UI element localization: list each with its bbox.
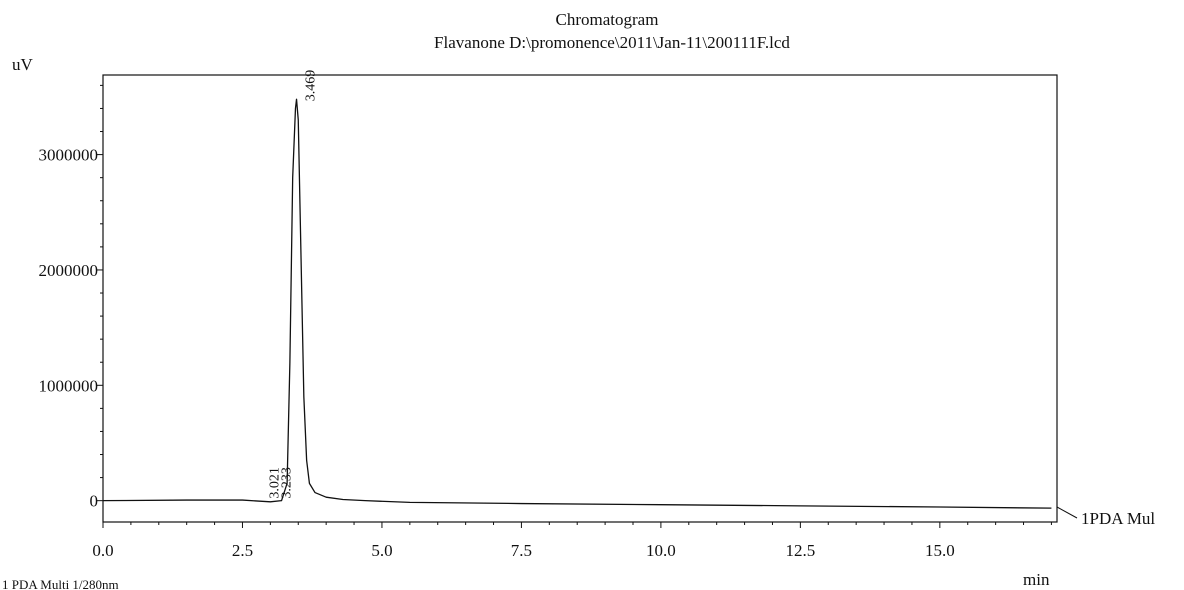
x-tick-label: 12.5	[785, 541, 815, 560]
series-layer	[102, 98, 1052, 509]
series-legend-label: 1PDA Mul	[1081, 509, 1155, 528]
y-tick-label: 0	[90, 492, 99, 511]
peak-label: 3.233	[279, 467, 294, 499]
x-tick-label: 0.0	[92, 541, 113, 560]
y-tick-label: 3000000	[39, 146, 99, 165]
peak-label: 3.021	[268, 467, 283, 499]
x-tick-label: 5.0	[371, 541, 392, 560]
series-legend-leader	[1056, 506, 1078, 519]
y-minor-ticks	[100, 84, 103, 479]
series-line	[102, 98, 1052, 509]
chart-title: Chromatogram	[556, 10, 659, 29]
x-axis-ticks: 0.0 2.5 5.0 7.5 10.0 12.5 15.0	[92, 522, 955, 560]
y-tick-label: 2000000	[39, 261, 99, 280]
y-axis-ticks: 0 1000000 2000000 3000000	[39, 146, 103, 511]
peak-label: 3.469	[304, 70, 319, 102]
chart-footer: 1 PDA Multi 1/280nm	[2, 577, 119, 590]
x-tick-label: 2.5	[232, 541, 253, 560]
x-minor-ticks	[130, 522, 1052, 525]
chart-subtitle: Flavanone D:\promonence\2011\Jan-11\2001…	[434, 33, 790, 52]
y-axis-label: uV	[12, 55, 34, 74]
plot-frame	[102, 74, 1058, 523]
y-tick-label: 1000000	[39, 376, 99, 395]
x-axis-label: min	[1023, 570, 1050, 589]
x-tick-label: 10.0	[646, 541, 676, 560]
x-tick-label: 7.5	[511, 541, 532, 560]
x-tick-label: 15.0	[925, 541, 955, 560]
